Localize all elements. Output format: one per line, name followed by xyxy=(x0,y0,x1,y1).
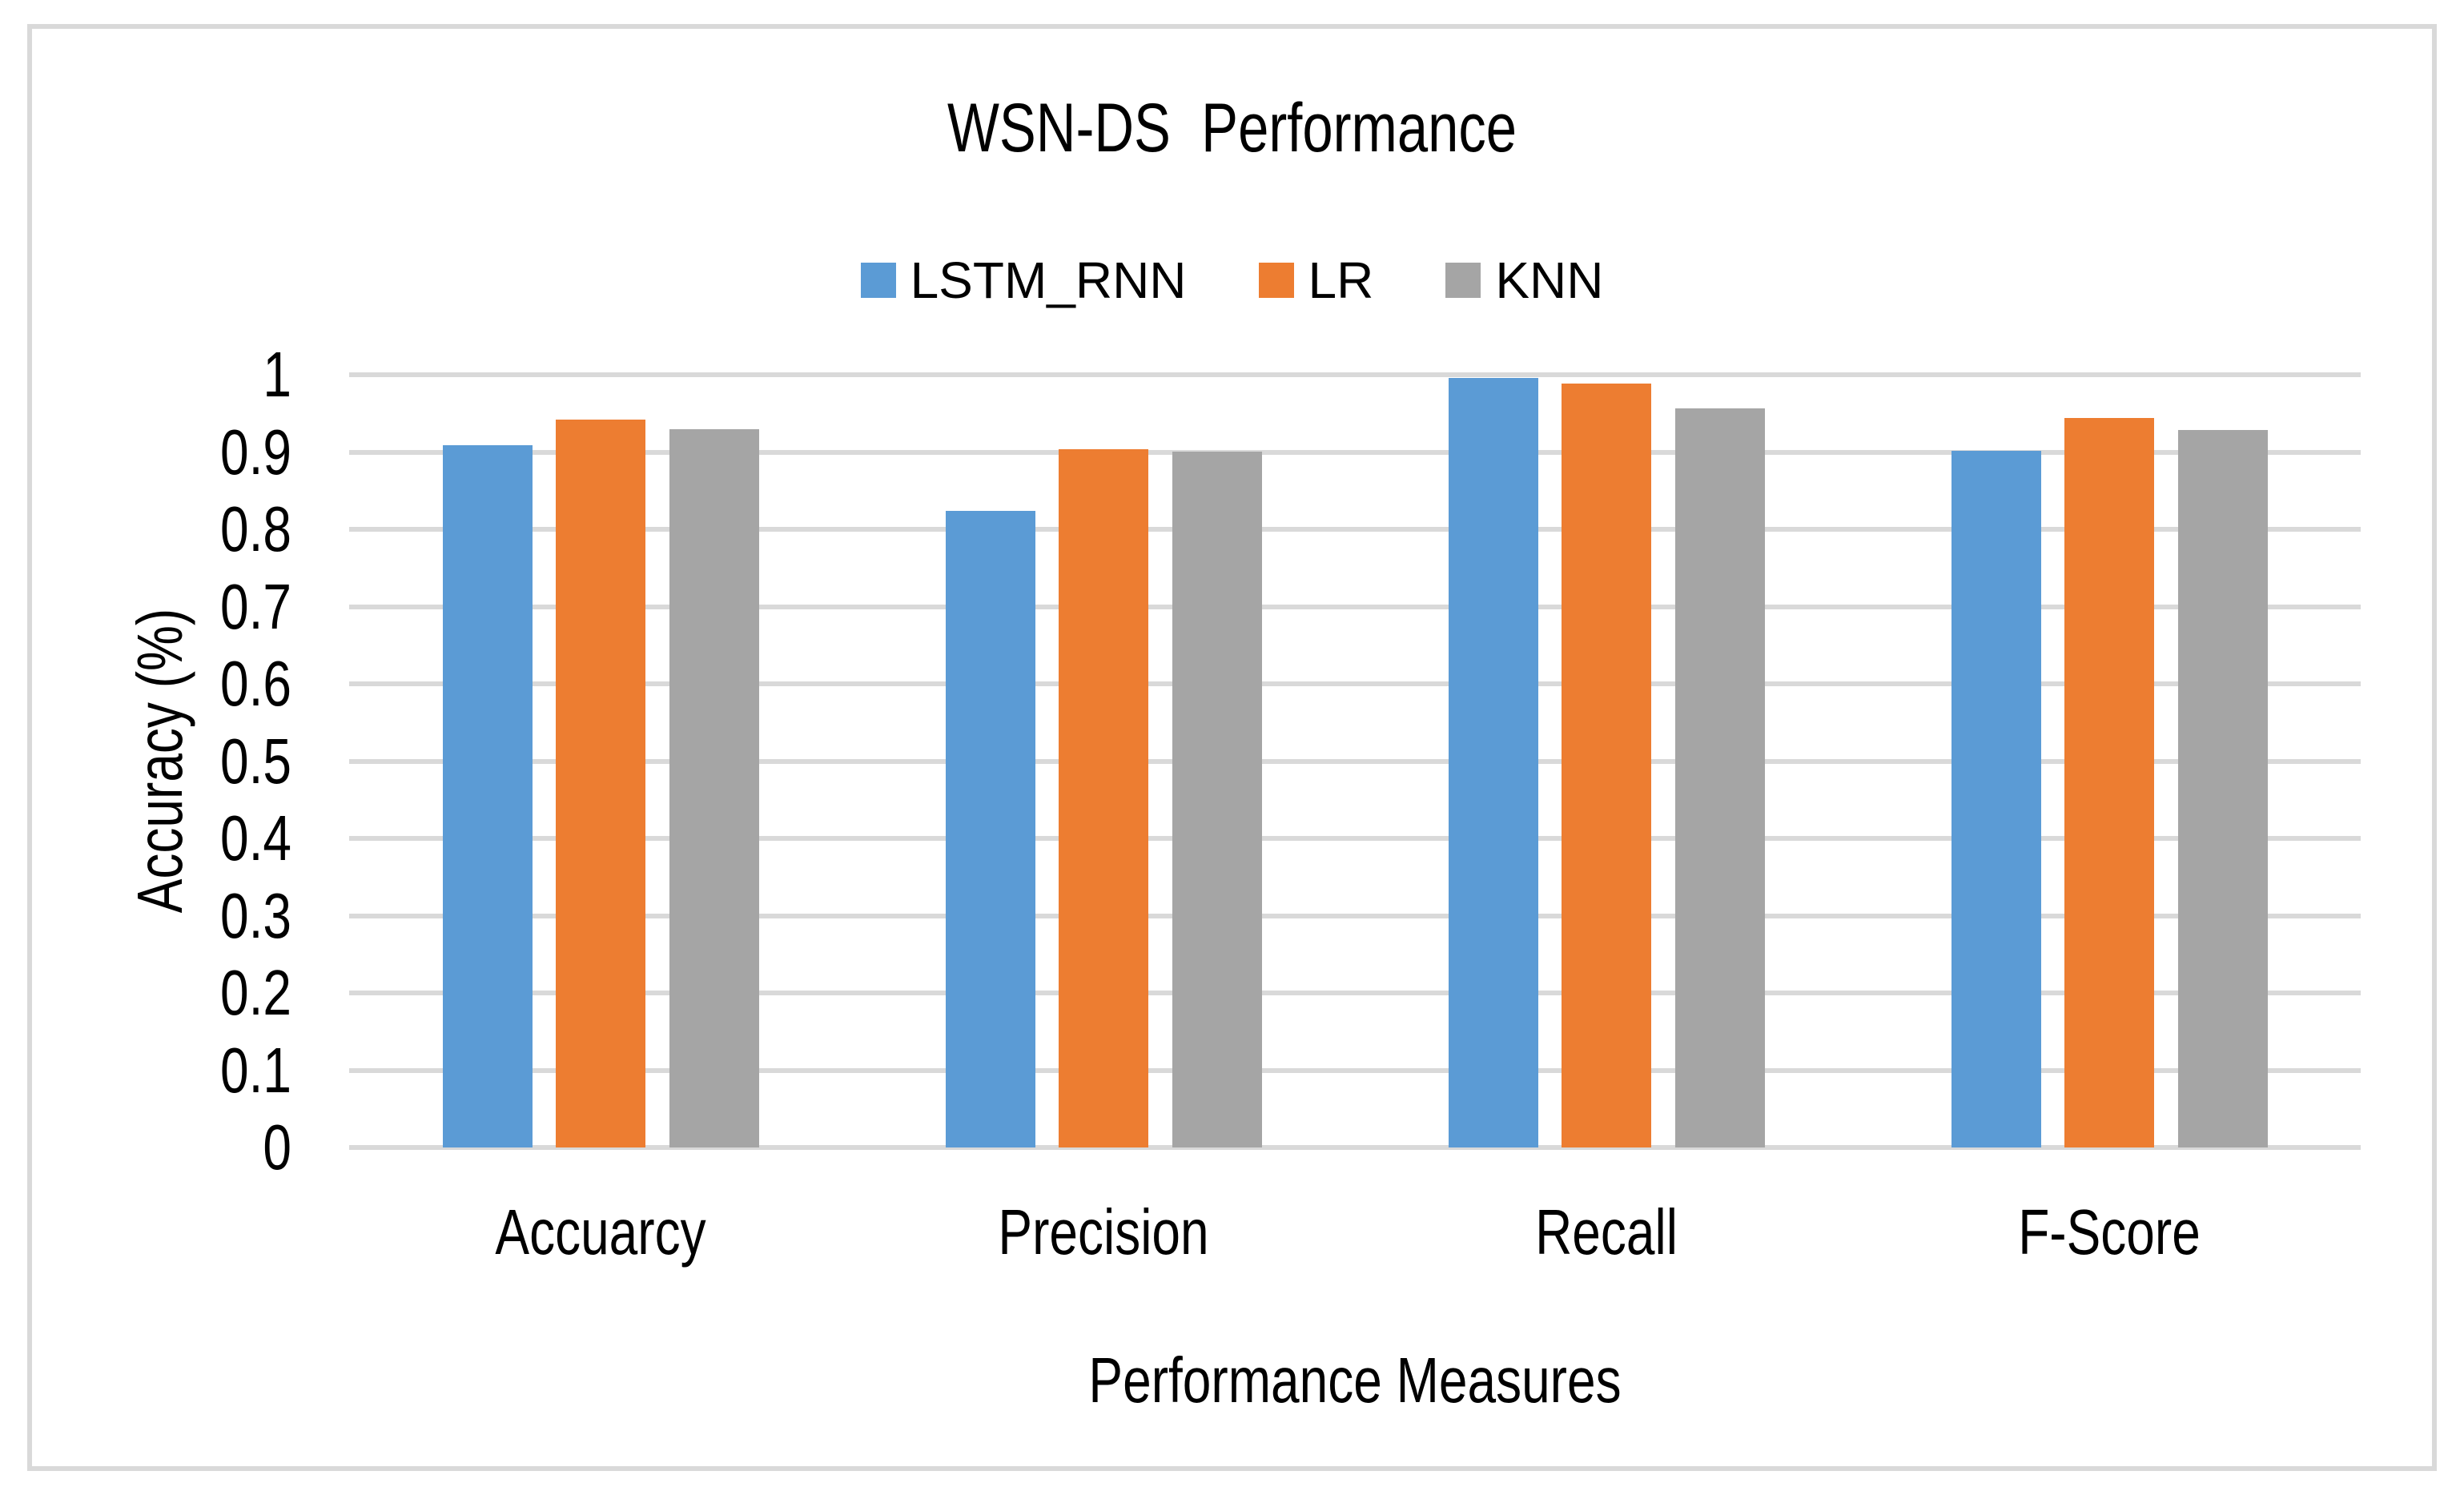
gridline-0 xyxy=(349,1145,2361,1150)
bar-LR-Recall xyxy=(1562,383,1651,1147)
bar-LSTM_RNN-F-Score xyxy=(1951,450,2041,1147)
y-tick-label-0.9: 0.9 xyxy=(220,416,291,488)
y-tick-label-0.1: 0.1 xyxy=(220,1034,291,1106)
legend-swatch-KNN xyxy=(1445,263,1481,298)
y-tick-label-0.2: 0.2 xyxy=(220,957,291,1028)
gridline-0.1 xyxy=(349,1067,2361,1073)
gridline-0.9 xyxy=(349,449,2361,455)
x-category-label-Recall: Recall xyxy=(1535,1196,1678,1268)
bar-LR-F-Score xyxy=(2064,418,2154,1147)
gridline-0.8 xyxy=(349,527,2361,532)
gridline-0.4 xyxy=(349,836,2361,841)
gridline-0.2 xyxy=(349,991,2361,995)
bar-LSTM_RNN-Precision xyxy=(945,510,1035,1147)
bar-LR-Precision xyxy=(1059,448,1148,1147)
bar-LSTM_RNN-Recall xyxy=(1448,377,1538,1147)
x-category-label-Accuarcy: Accuarcy xyxy=(495,1196,706,1268)
y-tick-label-0.6: 0.6 xyxy=(220,648,291,719)
y-tick-label-0.5: 0.5 xyxy=(220,725,291,797)
bar-LR-Accuarcy xyxy=(556,419,645,1147)
legend: LSTM_RNN LR KNN xyxy=(0,250,2464,311)
bar-LSTM_RNN-Accuarcy xyxy=(442,444,533,1147)
bar-KNN-Recall xyxy=(1674,408,1765,1147)
plot-area: 0 0.1 0.2 0.3 0.4 0.5 0.6 0.7 0.8 0.9 1 Accuarcy Pre… xyxy=(220,343,2361,1264)
gridline-0.6 xyxy=(349,681,2361,686)
legend-swatch-LSTM_RNN xyxy=(860,263,896,298)
gridline-0.3 xyxy=(349,913,2361,918)
legend-label-KNN: KNN xyxy=(1495,251,1604,309)
chart-title: WSN-DS Performance xyxy=(947,90,1517,167)
x-category-label-Precision: Precision xyxy=(998,1196,1209,1268)
x-category-label-F-Score: F-Score xyxy=(2018,1196,2201,1268)
bar-KNN-Precision xyxy=(1172,451,1262,1147)
legend-label-LSTM_RNN: LSTM_RNN xyxy=(910,251,1187,309)
legend-swatch-LR xyxy=(1258,263,1294,298)
gridline-0.5 xyxy=(349,758,2361,764)
y-tick-label-1: 1 xyxy=(263,339,291,410)
y-tick-label-0: 0 xyxy=(263,1111,291,1183)
y-tick-label-0.4: 0.4 xyxy=(220,802,291,874)
bar-KNN-F-Score xyxy=(2177,429,2268,1147)
y-tick-label-0.7: 0.7 xyxy=(220,570,291,642)
legend-item-LSTM_RNN: LSTM_RNN xyxy=(860,250,1187,311)
y-tick-label-0.8: 0.8 xyxy=(220,493,291,565)
legend-label-LR: LR xyxy=(1308,251,1374,309)
legend-item-LR: LR xyxy=(1258,250,1374,311)
gridline-1 xyxy=(349,372,2361,377)
gridline-0.7 xyxy=(349,604,2361,609)
chart-border-frame xyxy=(27,24,2437,1471)
legend-item-KNN: KNN xyxy=(1445,250,1603,311)
y-axis-title: Accuracy (%) xyxy=(124,608,195,914)
y-tick-label-0.3: 0.3 xyxy=(220,879,291,951)
bar-KNN-Accuarcy xyxy=(669,428,759,1147)
x-axis-title: Performance Measures xyxy=(1088,1344,1622,1416)
